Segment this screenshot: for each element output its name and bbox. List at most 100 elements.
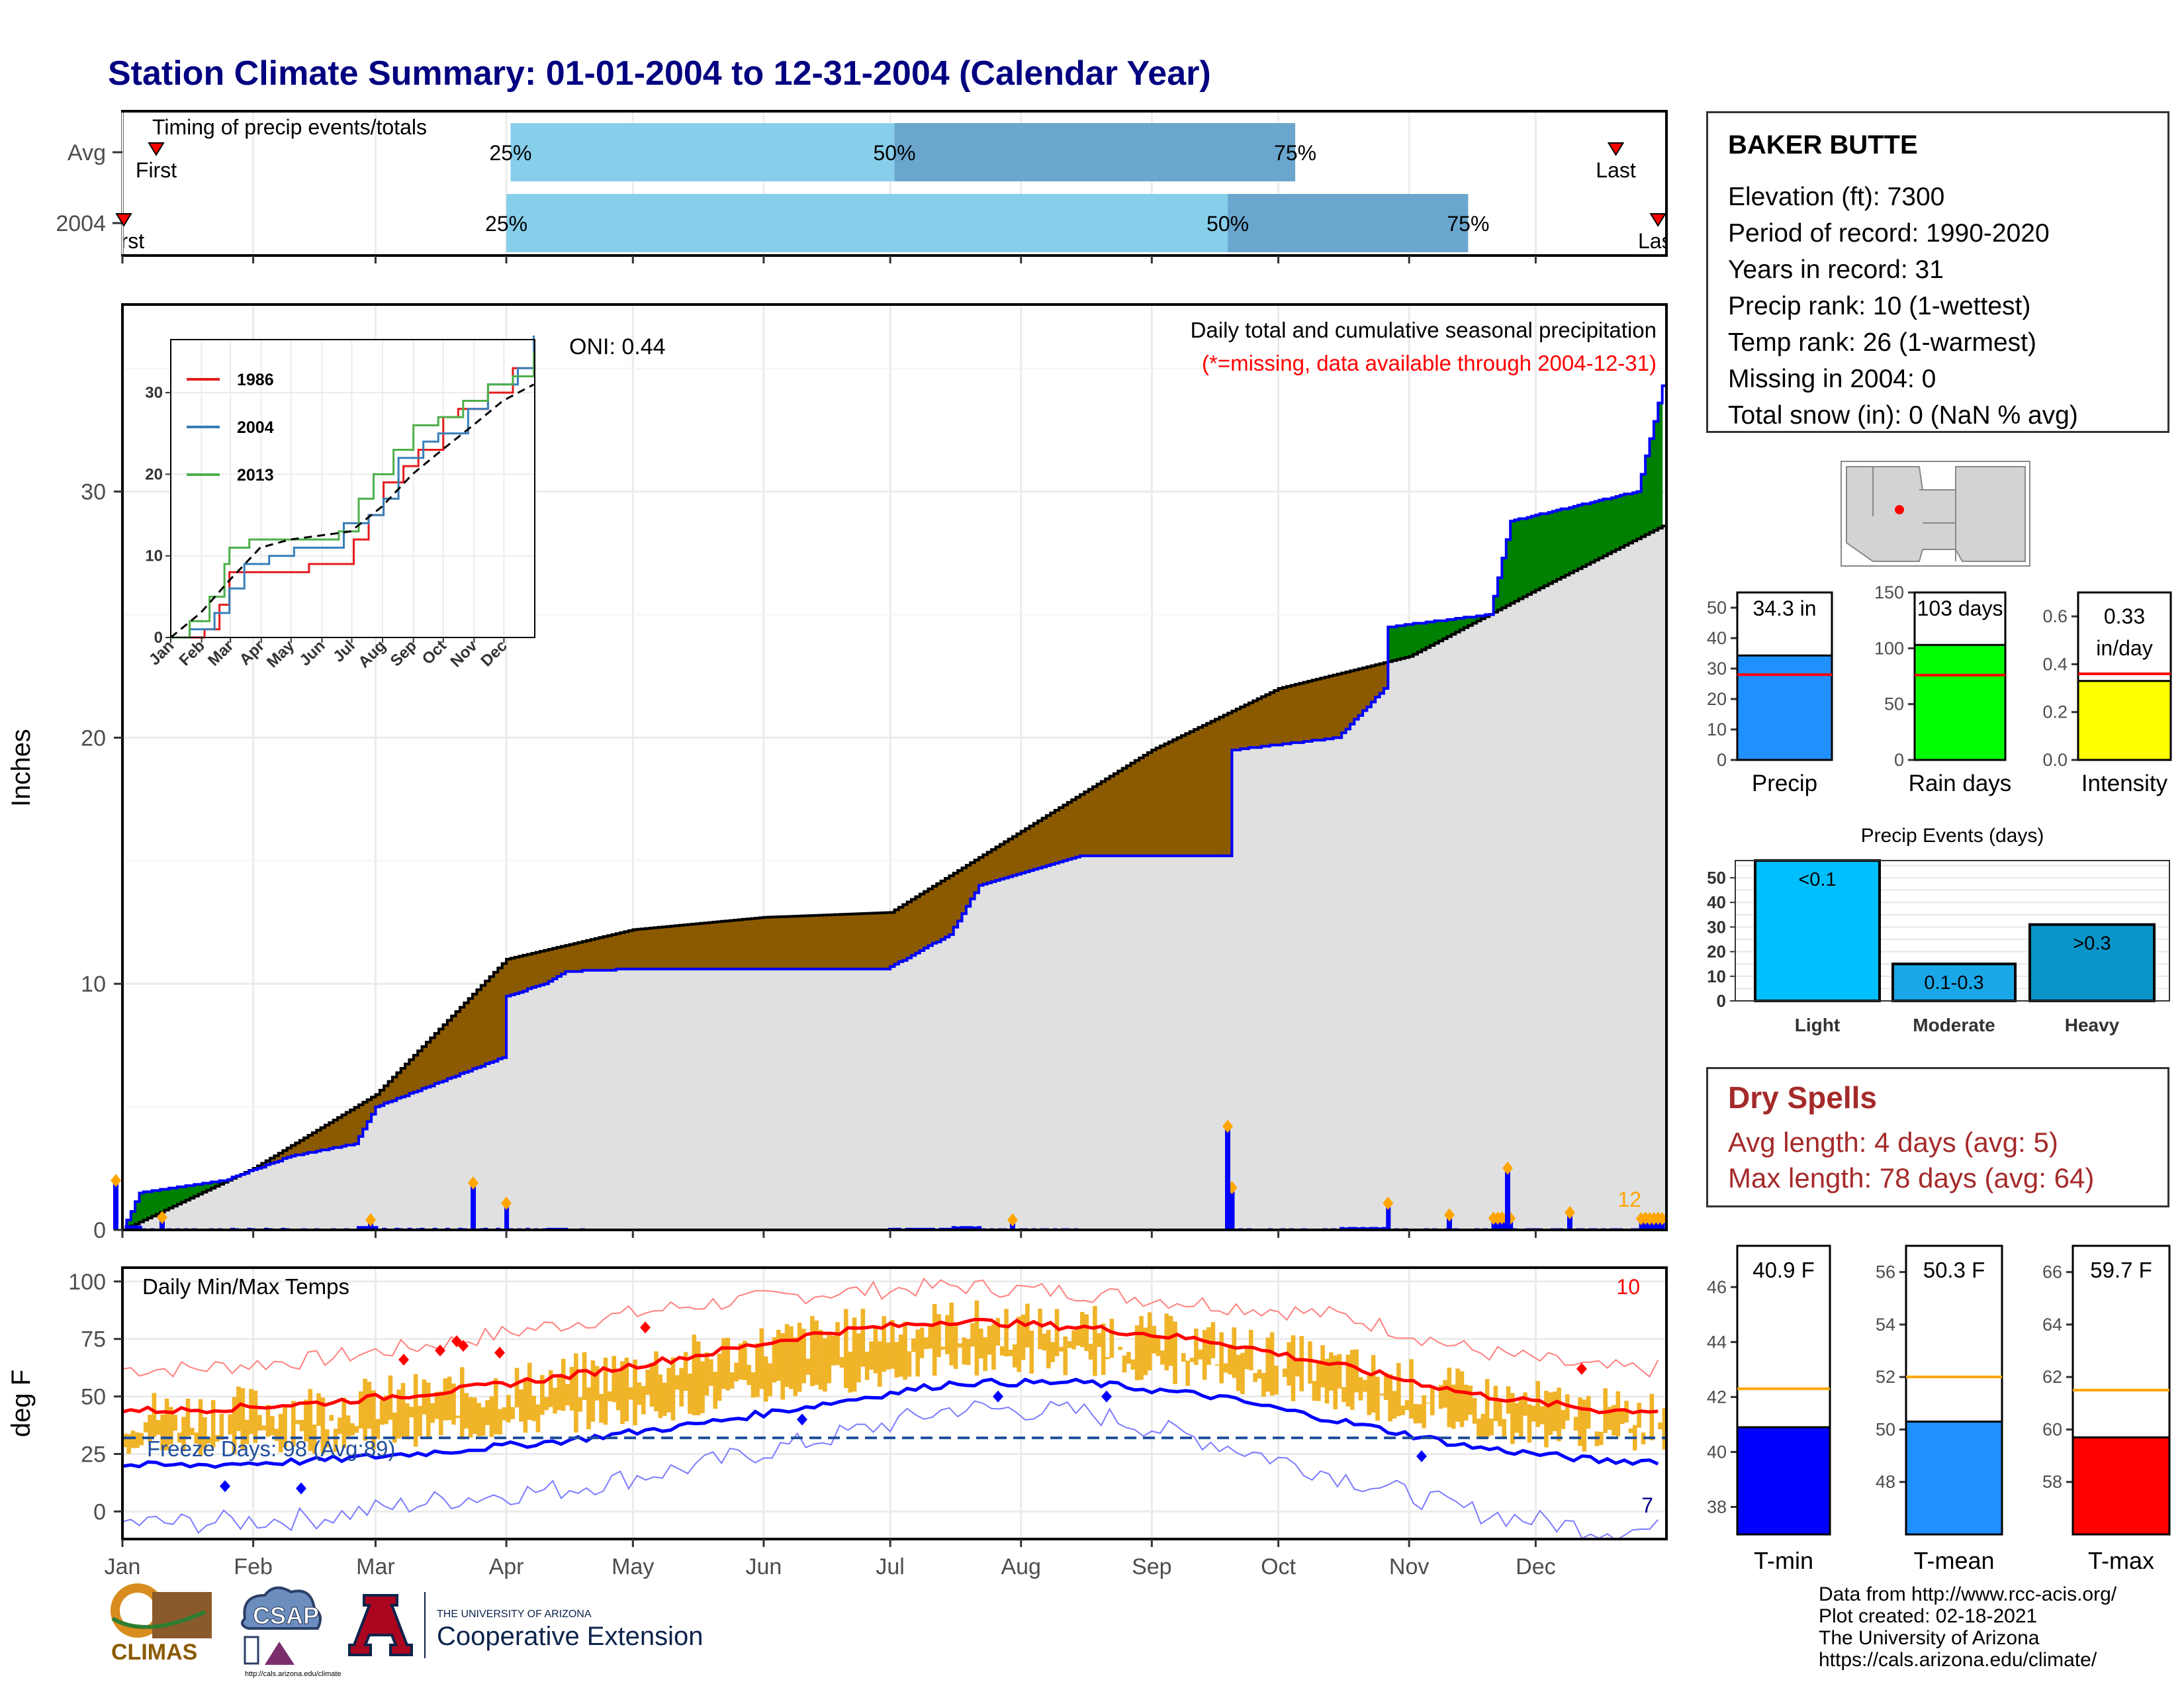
inset-avg-line xyxy=(170,383,535,639)
events-bar-label: >0.3 xyxy=(2073,933,2111,955)
temp-daily-range-bar xyxy=(1198,1349,1203,1360)
temp-daily-range-bar xyxy=(1004,1309,1009,1357)
timing-panel: Timing of precip events/totals Avg 25% 50%… xyxy=(56,110,1668,263)
precip-diff-area xyxy=(983,855,988,884)
temp-daily-range-bar xyxy=(1017,1317,1021,1372)
ua-small-text: THE UNIVERSITY OF ARIZONA xyxy=(437,1609,592,1620)
precip-diff-area xyxy=(1012,836,1017,876)
precip-diff-area xyxy=(743,919,747,969)
precip-diff-area xyxy=(1126,765,1132,856)
precip-diff-area xyxy=(1371,665,1376,702)
precip-diff-area xyxy=(1599,500,1604,558)
events-bar-label: 0.1-0.3 xyxy=(1924,972,1983,994)
inset-series-line xyxy=(171,335,535,639)
precip-diff-area xyxy=(270,1158,275,1164)
precip-diff-area xyxy=(304,1137,309,1154)
precip-diff-area xyxy=(827,915,832,969)
temp-daily-range-bar xyxy=(257,1415,262,1431)
precip-diff-area xyxy=(789,916,794,969)
precip-diff-area xyxy=(333,1119,338,1148)
temp-daily-range-bar xyxy=(1156,1335,1161,1356)
temp-daily-range-bar xyxy=(1502,1419,1507,1438)
temp-daily-range-bar xyxy=(1308,1341,1312,1384)
temp-daily-range-bar xyxy=(1021,1314,1026,1360)
temp-daily-range-bar xyxy=(1388,1374,1392,1422)
temp-daily-range-bar xyxy=(1101,1323,1106,1376)
precip-diff-area xyxy=(291,1145,296,1156)
dry-spells-max: Max length: 78 days (avg: 64) xyxy=(1728,1162,2095,1194)
precip-diff-area xyxy=(864,913,870,969)
temp-daily-range-bar xyxy=(793,1337,798,1396)
precip-diff-area xyxy=(371,1097,377,1115)
temp-daily-range-bar xyxy=(864,1351,870,1380)
temp-daily-range-bar xyxy=(338,1417,342,1434)
temp-daily-range-bar xyxy=(396,1389,401,1439)
precip-daily-bar xyxy=(1225,1129,1230,1230)
precip-diff-area xyxy=(198,1184,203,1195)
precip-diff-area xyxy=(540,951,545,986)
precip-daily-max-marker xyxy=(365,1213,376,1227)
precip-diff-area xyxy=(1046,815,1051,866)
temp-record-low-marker xyxy=(797,1413,807,1426)
precip-diff-area xyxy=(1185,733,1191,856)
precip-diff-area xyxy=(160,1189,165,1213)
temp-daily-range-bar xyxy=(797,1323,802,1392)
timing-first-marker xyxy=(115,213,132,227)
temp-daily-range-bar xyxy=(1396,1363,1401,1417)
precip-diff-area xyxy=(1282,687,1287,744)
precip-diff-area xyxy=(1404,624,1410,658)
precip-diff-area xyxy=(1565,508,1570,575)
temp-record-high-marker xyxy=(494,1346,505,1359)
temp-daily-range-bar xyxy=(527,1362,532,1421)
precip-daily-max-marker xyxy=(1444,1208,1455,1222)
temp-daily-range-bar xyxy=(152,1393,157,1437)
temp-daily-range-bar xyxy=(379,1399,385,1425)
inset-y-tick-label: 0 xyxy=(154,629,163,647)
precip-diff-area xyxy=(641,929,647,969)
csap-url: http://cals.arizona.edu/climate xyxy=(245,1670,341,1678)
precip-diff-area xyxy=(477,990,482,1068)
precip-diff-area xyxy=(1109,776,1115,856)
csap-mountain xyxy=(265,1642,295,1665)
timing-bar-q50-q75 xyxy=(1228,194,1469,252)
precip-daily-max-marker xyxy=(1502,1161,1513,1175)
precip-daily-bar xyxy=(1496,1222,1501,1230)
temp-daily-range-bar xyxy=(1565,1394,1570,1421)
temp-daily-range-bar xyxy=(688,1374,692,1414)
precip-diff-area xyxy=(1173,739,1178,856)
precip-diff-area xyxy=(1578,505,1583,569)
temp-daily-range-bar xyxy=(354,1426,359,1433)
precip-diff-area xyxy=(1265,694,1271,747)
precip-diff-area xyxy=(1392,627,1397,661)
temp-x-tick-label: Jul xyxy=(876,1554,904,1579)
station-period: Period of record: 1990-2020 xyxy=(1728,219,2050,248)
precip-diff-area xyxy=(1029,825,1034,871)
precip-diff-area xyxy=(1050,812,1056,865)
temp-daily-range-bar xyxy=(535,1404,541,1432)
precip-diff-area xyxy=(915,896,921,953)
temp-record-low-marker xyxy=(1101,1390,1112,1403)
temp-daily-range-bar xyxy=(590,1360,596,1422)
temp-daily-range-bar xyxy=(1228,1344,1232,1375)
precip-diff-area xyxy=(1498,577,1503,610)
temp-daily-range-bar xyxy=(1531,1405,1536,1422)
station-location-dot xyxy=(1895,505,1904,514)
precip-diff-area xyxy=(1244,704,1250,749)
precip-diff-area xyxy=(1253,700,1258,748)
temp-avg-max-line xyxy=(122,1317,1659,1415)
temp-daily-range-bar xyxy=(143,1422,148,1432)
temp-daily-range-bar xyxy=(203,1417,207,1449)
timing-q75-label: 75% xyxy=(1447,212,1489,236)
temp-daily-range-bar xyxy=(666,1368,671,1413)
precip-diff-area xyxy=(637,929,642,969)
temp-daily-range-bar xyxy=(1459,1371,1465,1427)
precip-diff-area xyxy=(729,920,735,969)
precip-diff-area xyxy=(1557,510,1562,580)
precip-diff-area xyxy=(1514,520,1520,602)
summary-2-tick-label: 0.0 xyxy=(2042,750,2068,770)
temp-x-tick-label: Oct xyxy=(1261,1554,1296,1579)
precip-daily-bar xyxy=(1491,1222,1496,1230)
map-borders xyxy=(1872,467,1956,561)
temp-summary-1-tick-label: 50 xyxy=(1876,1419,1895,1439)
